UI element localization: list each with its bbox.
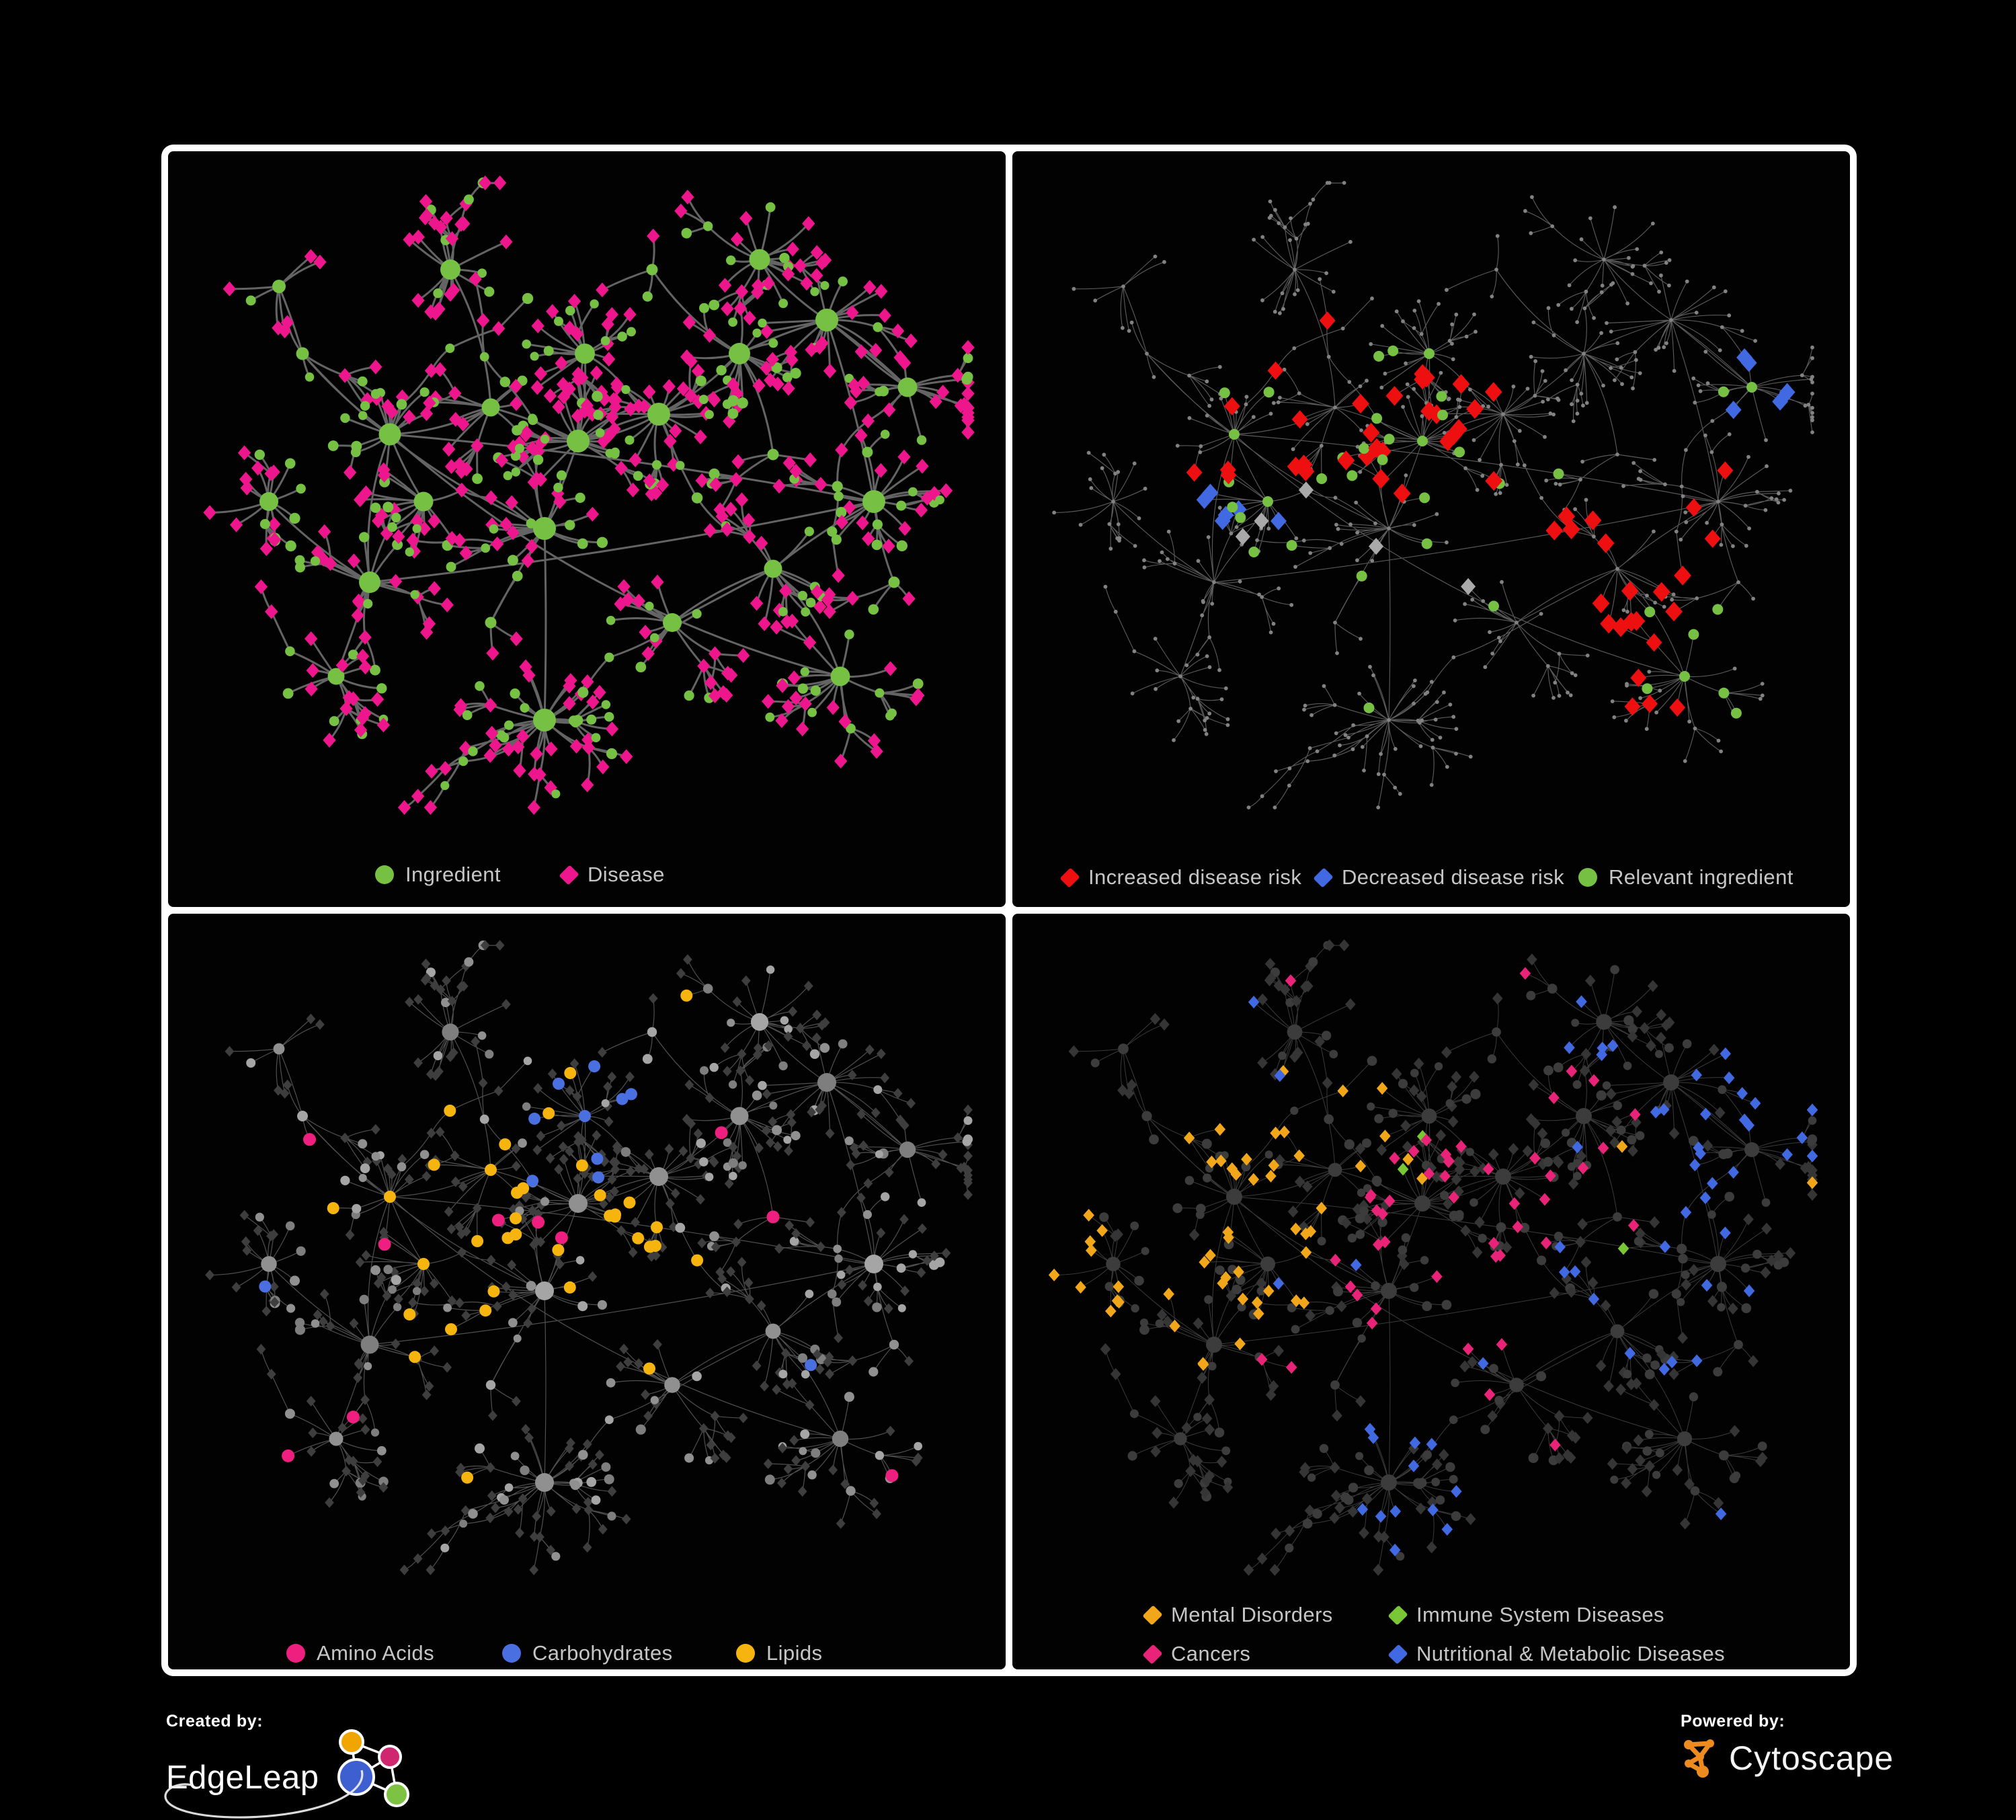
cytoscape-logo-icon	[1684, 1739, 1714, 1778]
disease-classes-network-graph	[1048, 939, 1818, 1576]
edgeleap-wordmark: EdgeLeap	[166, 1759, 319, 1796]
panel-macronutrient-classes: Amino Acids Carbohydrates Lipids	[168, 914, 1006, 1669]
edgeleap-logo-icon	[337, 1729, 410, 1807]
created-by-label: Created by:	[166, 1712, 264, 1731]
panel-grid: Ingredient Disease Increased disease risk…	[161, 145, 1857, 1676]
cytoscape-brand-row: Cytoscape	[1681, 1737, 1894, 1780]
edgeleap-brand-row: EdgeLeap	[164, 1729, 419, 1819]
macronutrient-network-graph	[205, 940, 973, 1575]
powered-by-label: Powered by:	[1681, 1712, 1785, 1731]
edgeleap-credit: Created by: EdgeLeap	[164, 1712, 419, 1819]
panel-disease-risk: Increased disease risk Decreased disease …	[1012, 151, 1850, 907]
ingredient-disease-network-graph	[203, 175, 975, 815]
panel-ingredient-disease: Ingredient Disease	[168, 151, 1006, 907]
panel-disease-classes: Mental Disorders Immune System Diseases Ca…	[1012, 914, 1850, 1669]
disease-risk-network-graph	[1052, 181, 1814, 809]
cytoscape-credit: Powered by: Cytoscape	[1681, 1712, 1894, 1780]
cytoscape-wordmark: Cytoscape	[1729, 1739, 1894, 1777]
